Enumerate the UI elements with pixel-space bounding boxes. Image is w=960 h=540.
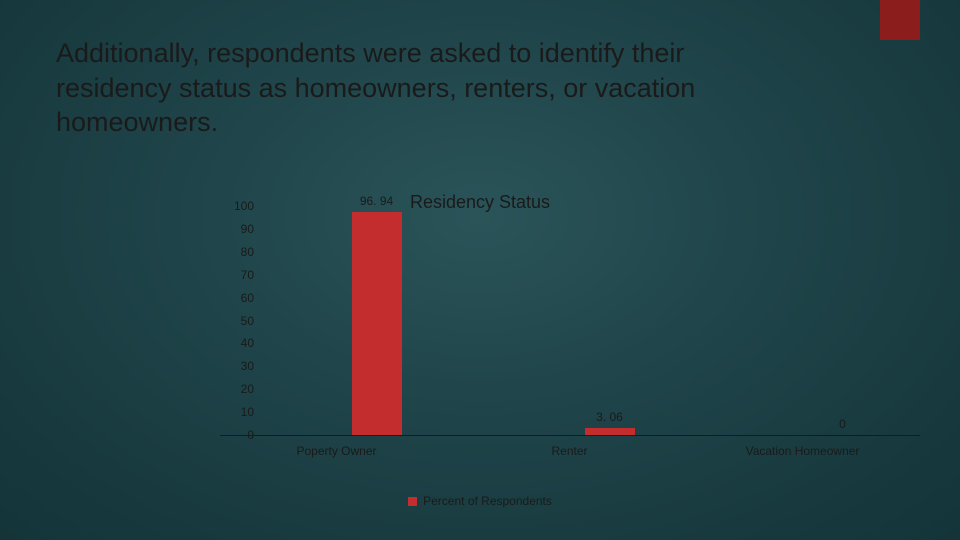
bar-property-owner [352, 212, 402, 435]
legend-label: Percent of Respondents [423, 494, 552, 508]
bar-value-label: 3. 06 [596, 410, 623, 424]
xcat-renter: Renter [453, 444, 686, 458]
ytick-30: 30 [220, 359, 254, 373]
ytick-80: 80 [220, 245, 254, 259]
chart-legend: Percent of Respondents [0, 494, 960, 508]
bar-group-renter: 3. 06 [493, 428, 726, 435]
xcat-vacation: Vacation Homeowner [686, 444, 919, 458]
ytick-20: 20 [220, 382, 254, 396]
accent-block [880, 0, 920, 40]
legend-swatch-icon [408, 497, 417, 506]
ytick-40: 40 [220, 336, 254, 350]
ytick-0: 0 [220, 428, 254, 442]
ytick-100: 100 [220, 199, 254, 213]
bar-value-label: 96. 94 [360, 194, 393, 208]
bar-group-property-owner: 96. 94 [260, 212, 493, 435]
plot-area: 100 90 80 70 60 50 40 30 20 10 0 96. 94 … [220, 206, 920, 436]
ytick-10: 10 [220, 405, 254, 419]
bar-renter [585, 428, 635, 435]
ytick-60: 60 [220, 291, 254, 305]
slide-heading: Additionally, respondents were asked to … [56, 36, 776, 140]
xcat-property-owner: Poperty Owner [220, 444, 453, 458]
ytick-50: 50 [220, 314, 254, 328]
residency-chart: 100 90 80 70 60 50 40 30 20 10 0 96. 94 … [180, 206, 920, 466]
ytick-90: 90 [220, 222, 254, 236]
bar-value-label: 0 [839, 417, 846, 431]
ytick-70: 70 [220, 268, 254, 282]
